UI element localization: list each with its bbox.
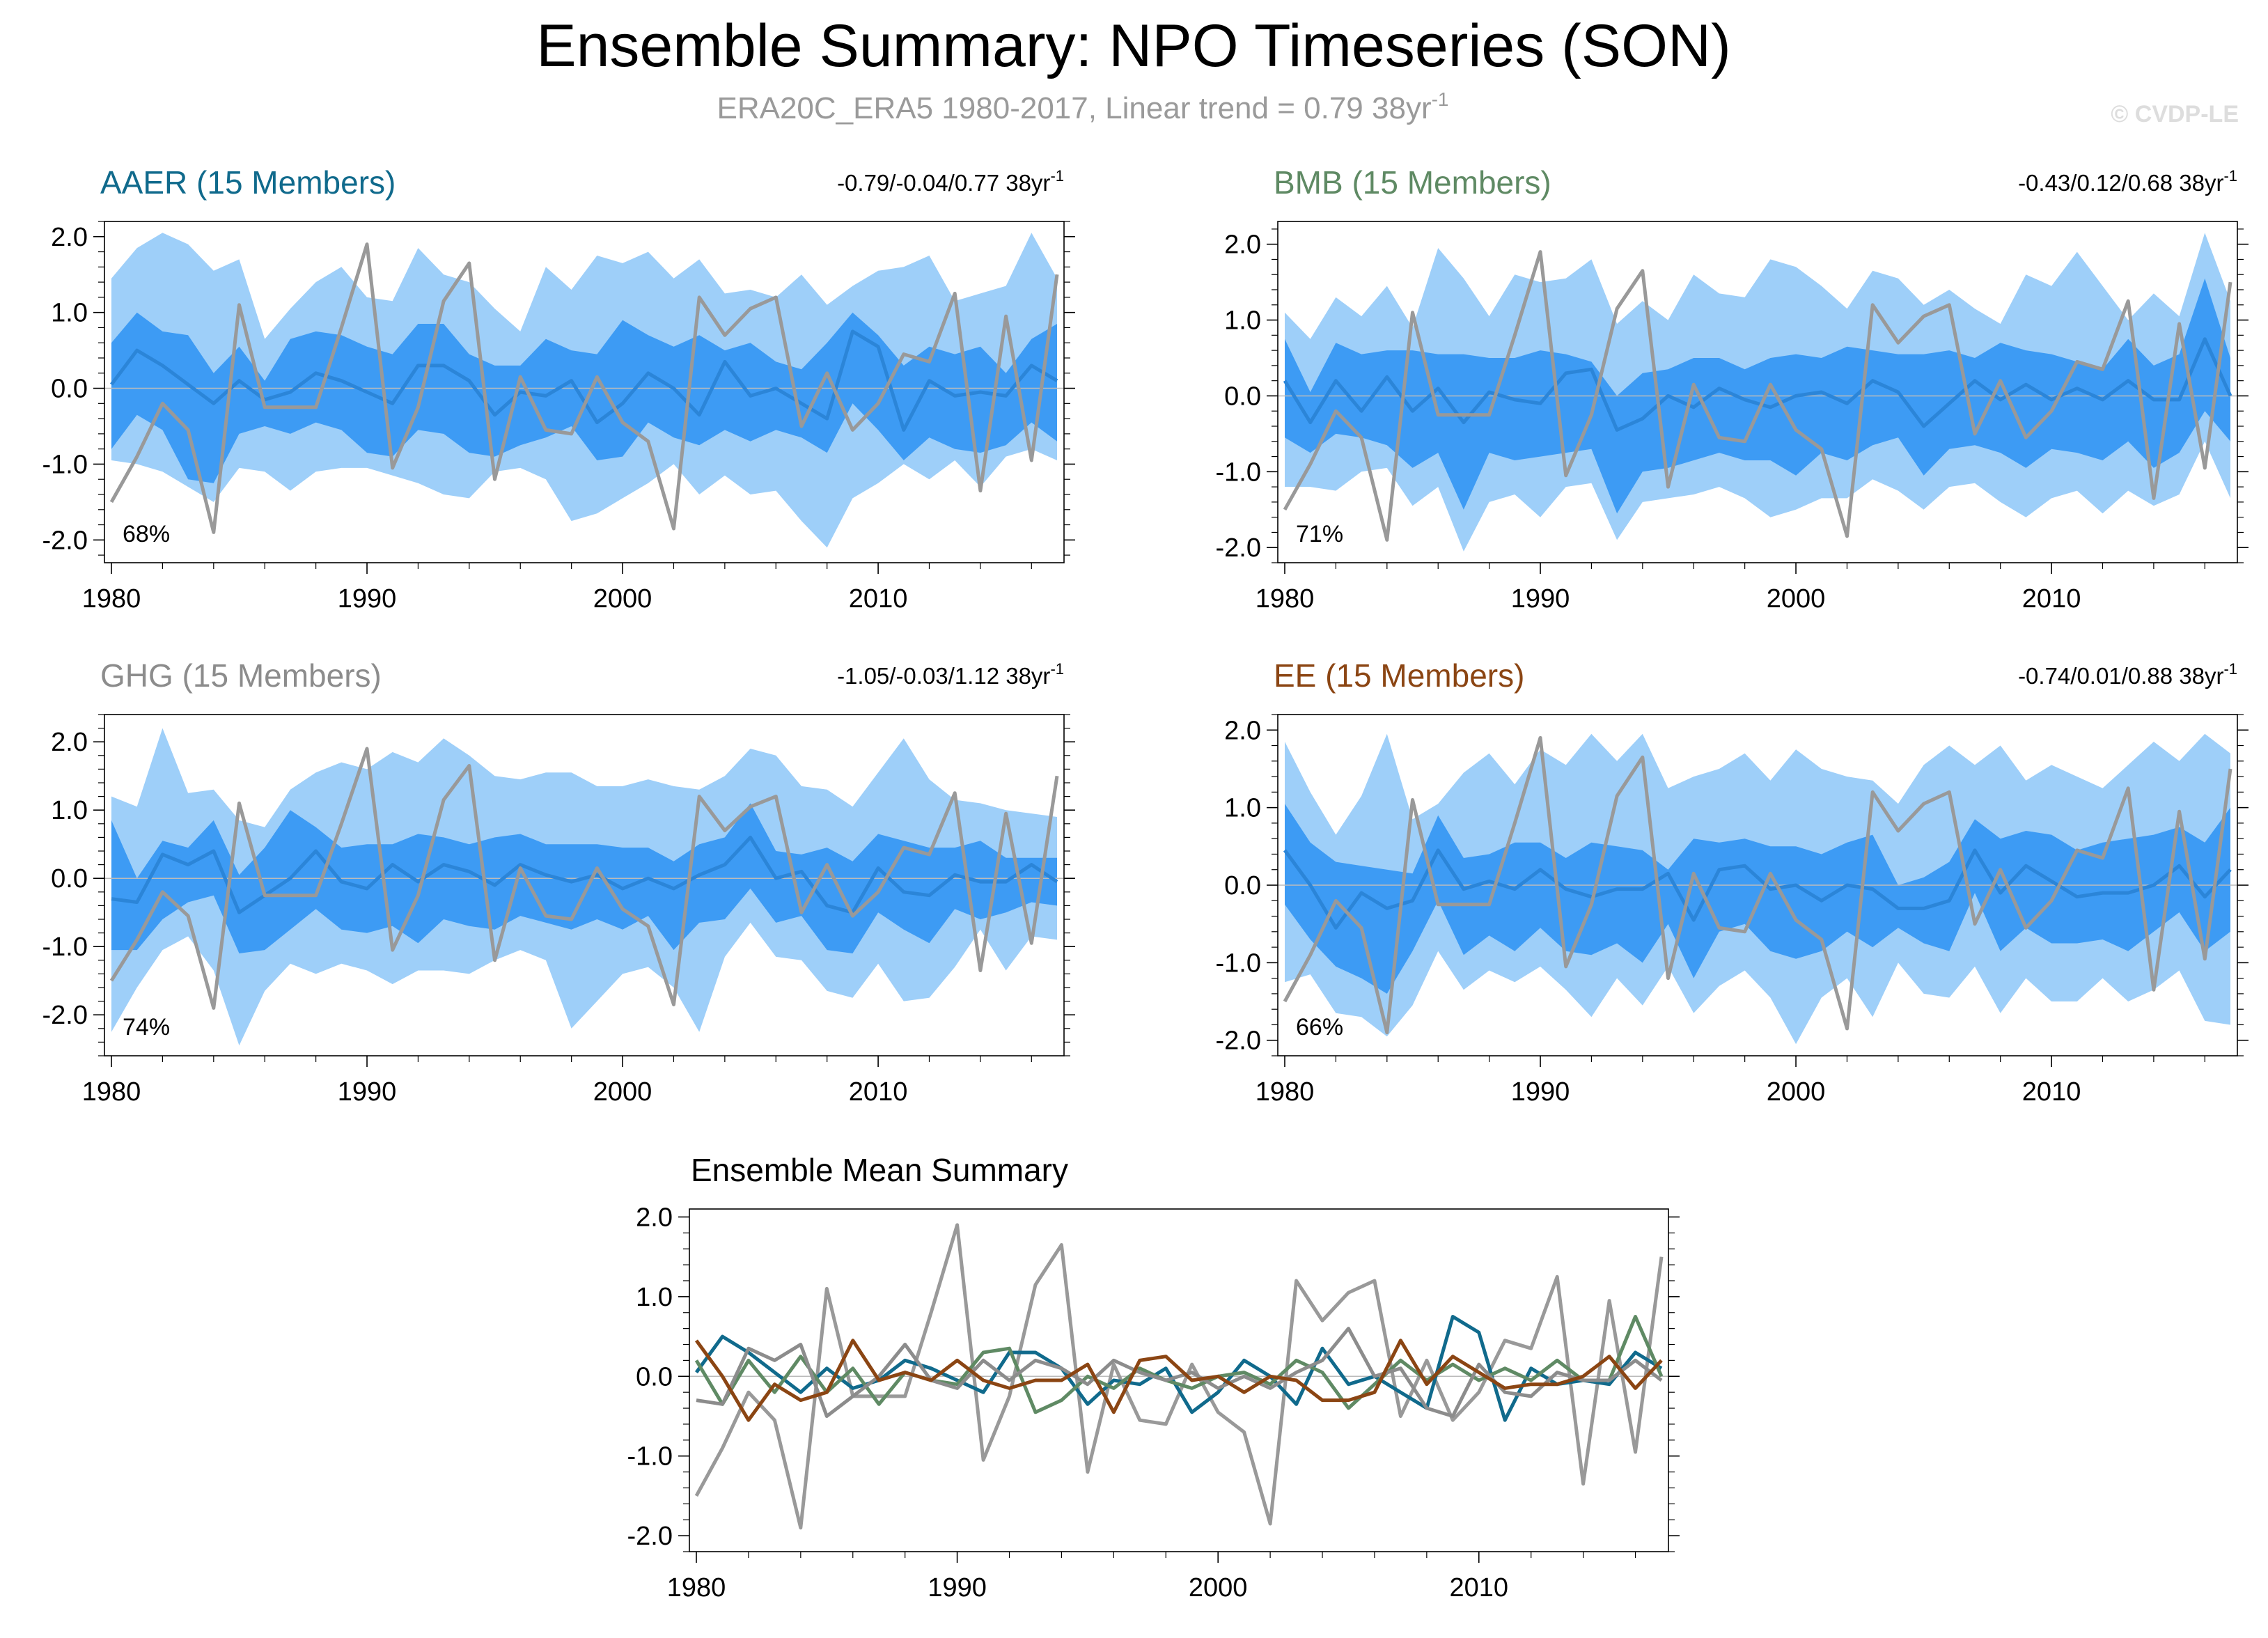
- bmb-ytick-label: 0.0: [1224, 382, 1261, 411]
- ee-ytick-label: 1.0: [1224, 794, 1261, 823]
- figure-title: Ensemble Summary: NPO Timeseries (SON): [536, 13, 1731, 79]
- figure-subtitle: ERA20C_ERA5 1980-2017, Linear trend = 0.…: [717, 88, 1448, 125]
- ghg-trend-sup: -1: [1050, 660, 1064, 678]
- bmb-ensemble-mean-line: [1283, 337, 2232, 432]
- ee-trend-sup: -1: [2223, 660, 2237, 678]
- panel-ee: 2.0 1.0 0.0 -1.0 -2.0 1980 1990 2000 2010 EE (15 …: [1216, 657, 2249, 1107]
- bmb-panel-title: BMB (15 Members): [1274, 164, 1551, 201]
- aaer-xtick-label: 2000: [593, 584, 652, 614]
- ee-ytick-label: -2.0: [1216, 1027, 1261, 1056]
- ee-panel-title: EE (15 Members): [1274, 657, 1524, 694]
- summary-frame: [689, 1208, 1669, 1552]
- ee-ensemble-mean-line: [1283, 848, 2232, 930]
- aaer-xtick-label: 1990: [338, 584, 397, 614]
- summary-panel-title: Ensemble Mean Summary: [691, 1152, 1068, 1188]
- ghg-observed-line: [109, 747, 1059, 1010]
- summary-xtick-label: 1990: [928, 1573, 987, 1602]
- aaer-ytick-label: -1.0: [42, 450, 88, 479]
- aaer-band-25-75: [111, 312, 1057, 483]
- summary-ytick-label: 1.0: [636, 1283, 673, 1312]
- summary-ytick-label: -2.0: [627, 1522, 673, 1551]
- bmb-ytick-label: -1.0: [1216, 458, 1261, 487]
- bmb-trend-label: -0.43/0.12/0.68 38yr-1: [2018, 167, 2237, 196]
- aaer-xtick-label: 2010: [849, 584, 908, 614]
- subtitle-text: ERA20C_ERA5 1980-2017, Linear trend = 0.…: [717, 91, 1431, 125]
- ghg-xtick-label: 1990: [338, 1077, 397, 1107]
- bmb-frame: [1277, 221, 2238, 563]
- summary-xtick-label: 1980: [667, 1573, 726, 1602]
- ghg-xtick-label: 2010: [849, 1077, 908, 1107]
- ghg-xtick-label: 2000: [593, 1077, 652, 1107]
- summary-series-bmb: [694, 1315, 1664, 1414]
- ghg-ytick-label: -2.0: [42, 1001, 88, 1030]
- aaer-ytick-label: 2.0: [51, 223, 88, 252]
- bmb-ytick-label: -2.0: [1216, 533, 1261, 563]
- ee-xtick-label: 2000: [1767, 1077, 1826, 1107]
- aaer-xtick-label: 1980: [82, 584, 141, 614]
- aaer-ytick-label: -2.0: [42, 526, 88, 555]
- ghg-ytick-label: 1.0: [51, 796, 88, 825]
- aaer-percent-label: 68%: [123, 521, 170, 547]
- bmb-percent-label: 71%: [1296, 521, 1343, 547]
- ghg-trend-label: -1.05/-0.03/1.12 38yr-1: [837, 660, 1064, 689]
- aaer-ytick-label: 1.0: [51, 299, 88, 328]
- summary-xtick-label: 2010: [1450, 1573, 1509, 1602]
- ee-percent-label: 66%: [1296, 1014, 1343, 1040]
- summary-xtick-label: 2000: [1189, 1573, 1248, 1602]
- bmb-xtick-label: 1990: [1511, 584, 1570, 614]
- ee-xtick-label: 1980: [1256, 1077, 1315, 1107]
- ee-observed-line: [1283, 735, 2232, 1035]
- aaer-observed-line: [109, 242, 1059, 534]
- ghg-percent-label: 74%: [123, 1014, 170, 1040]
- watermark: © CVDP-LE: [2111, 101, 2239, 127]
- bmb-trend-text: -0.43/0.12/0.68 38yr: [2018, 170, 2223, 196]
- bmb-xtick-label: 2010: [2022, 584, 2081, 614]
- bmb-xtick-label: 1980: [1256, 584, 1315, 614]
- bmb-observed-line: [1283, 250, 2232, 542]
- ghg-panel-title: GHG (15 Members): [100, 657, 382, 694]
- summary-ytick-label: 0.0: [636, 1362, 673, 1391]
- panel-ghg: 2.0 1.0 0.0 -1.0 -2.0 1980 1990 2000 2010 GHG (15…: [42, 657, 1075, 1107]
- panel-aaer: 2.0 1.0 0.0 -1.0 -2.0 1980 1990 2000 2010 AAER (1…: [42, 164, 1075, 614]
- summary-series-aaer: [694, 1315, 1663, 1422]
- aaer-trend-text: -0.79/-0.04/0.77 38yr: [837, 170, 1050, 196]
- ee-ytick-label: 2.0: [1224, 716, 1261, 745]
- ghg-trend-text: -1.05/-0.03/1.12 38yr: [837, 663, 1050, 689]
- summary-ytick-label: 2.0: [636, 1203, 673, 1232]
- ghg-ytick-label: 0.0: [51, 864, 88, 894]
- ghg-ytick-label: 2.0: [51, 728, 88, 757]
- ghg-ytick-label: -1.0: [42, 933, 88, 962]
- subtitle-sup: -1: [1432, 88, 1449, 110]
- ghg-frame: [104, 714, 1065, 1056]
- ee-trend-label: -0.74/0.01/0.88 38yr-1: [2018, 660, 2237, 689]
- aaer-trend-label: -0.79/-0.04/0.77 38yr-1: [837, 167, 1064, 196]
- ee-ytick-label: -1.0: [1216, 949, 1261, 978]
- aaer-ytick-label: 0.0: [51, 375, 88, 404]
- panel-bmb: 2.0 1.0 0.0 -1.0 -2.0 1980 1990 2000 2010 BMB (15…: [1216, 164, 2249, 614]
- panel-ensemble-mean-summary: 2.0 1.0 0.0 -1.0 -2.0 1980 1990 2000 2010 Ensembl…: [627, 1152, 1680, 1602]
- ee-ytick-label: 0.0: [1224, 871, 1261, 900]
- aaer-panel-title: AAER (15 Members): [100, 164, 396, 201]
- ee-xtick-label: 2010: [2022, 1077, 2081, 1107]
- ghg-ensemble-mean-line: [111, 835, 1058, 914]
- ee-trend-text: -0.74/0.01/0.88 38yr: [2018, 663, 2223, 689]
- summary-ytick-label: -1.0: [627, 1442, 673, 1472]
- bmb-ytick-label: 2.0: [1224, 231, 1261, 260]
- ghg-xtick-label: 1980: [82, 1077, 141, 1107]
- bmb-ytick-label: 1.0: [1224, 306, 1261, 336]
- summary-observed-line: [694, 1223, 1664, 1530]
- summary-series-ee: [694, 1339, 1663, 1422]
- aaer-trend-sup: -1: [1050, 167, 1064, 185]
- ee-xtick-label: 1990: [1511, 1077, 1570, 1107]
- bmb-trend-sup: -1: [2223, 167, 2237, 185]
- bmb-xtick-label: 2000: [1767, 584, 1826, 614]
- aaer-frame: [104, 221, 1065, 563]
